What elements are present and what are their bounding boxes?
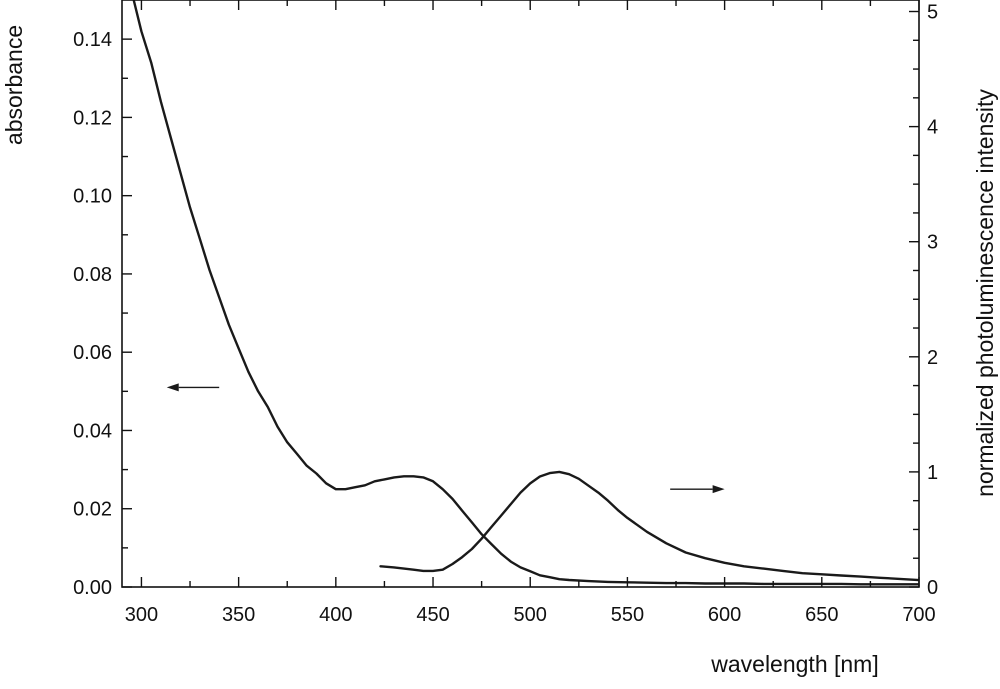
arrow-left <box>166 383 220 392</box>
y-right-tick-label: 2 <box>927 347 938 369</box>
y-left-tick-label: 0.02 <box>73 499 112 521</box>
y-left-tick-label: 0.08 <box>73 264 112 286</box>
y-left-tick-label: 0.12 <box>73 107 112 129</box>
y-left-tick-label: 0.14 <box>73 29 112 51</box>
y-left-tick-label: 0.10 <box>73 186 112 208</box>
x-tick-label: 350 <box>222 604 255 626</box>
photoluminescence-curve <box>379 470 919 582</box>
absorbance-curve <box>132 0 919 586</box>
x-tick-label: 700 <box>902 604 935 626</box>
y-right-tick-label: 3 <box>927 232 938 254</box>
y-left-tick-label: 0.00 <box>73 577 112 599</box>
x-axis-title: wavelength [nm] <box>710 651 878 677</box>
y-left-tick-label: 0.06 <box>73 342 112 364</box>
y-right-tick-label: 0 <box>927 577 938 599</box>
y-axis-right-title: normalized photoluminescence intensity <box>972 89 998 497</box>
y-left-tick-label: 0.04 <box>73 420 112 442</box>
x-tick-label: 400 <box>319 604 352 626</box>
x-tick-label: 450 <box>416 604 449 626</box>
arrow-right <box>670 485 725 494</box>
x-tick-label: 500 <box>514 604 547 626</box>
x-tick-label: 300 <box>125 604 158 626</box>
y-right-tick-label: 4 <box>927 117 938 139</box>
y-right-tick-label: 5 <box>927 2 938 24</box>
x-tick-label: 650 <box>805 604 838 626</box>
x-tick-label: 600 <box>708 604 741 626</box>
y-right-tick-label: 1 <box>927 462 938 484</box>
x-tick-label: 550 <box>611 604 644 626</box>
plot-frame <box>121 0 920 588</box>
y-axis-left-title: absorbance <box>1 25 27 145</box>
